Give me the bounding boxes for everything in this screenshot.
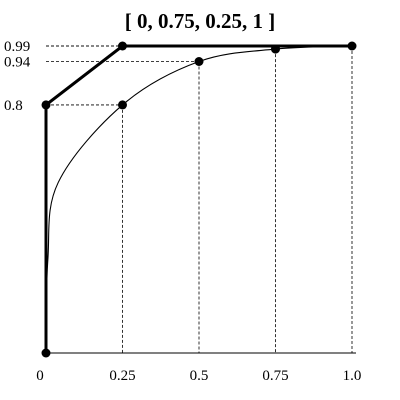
x-tick-label: 0.25: [109, 368, 135, 384]
x-tick-labels: 0 0.25 0.5 0.75 1.0: [36, 368, 361, 384]
x-tick-label: 0.5: [190, 368, 209, 384]
data-point: [118, 41, 127, 51]
data-point: [41, 100, 51, 110]
y-tick-label: 0.99: [4, 39, 30, 55]
data-point: [194, 57, 204, 67]
y-tick-label: 0.8: [4, 98, 23, 114]
y-tick-label: 0.94: [4, 55, 31, 71]
x-tick-label: 0.75: [262, 368, 288, 384]
data-points: [41, 41, 357, 358]
control-polygon: [44, 44, 352, 353]
data-point: [347, 41, 357, 51]
x-tick-label: 0: [36, 368, 44, 384]
chart-title: [ 0, 0.75, 0.25, 1 ]: [125, 9, 276, 33]
data-point: [41, 348, 51, 358]
y-tick-labels: 0.8 0.940.99: [4, 39, 31, 114]
x-tick-label: 1.0: [343, 368, 362, 384]
data-point: [271, 44, 280, 54]
dashed-guides: [46, 45, 353, 353]
data-point: [118, 100, 127, 110]
